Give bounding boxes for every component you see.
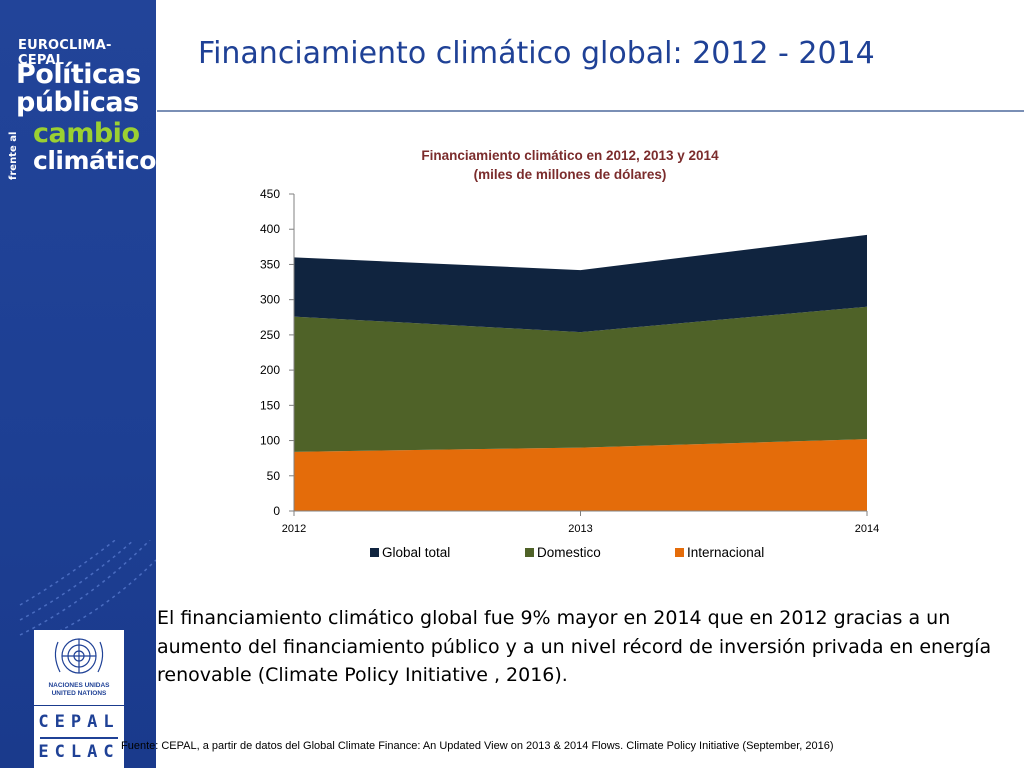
- legend-swatch-domestico: [525, 548, 534, 557]
- x-tick-label: 2013: [568, 523, 592, 535]
- brand-label: EUROCLIMA-CEPAL: [18, 38, 112, 68]
- y-tick-label: 50: [267, 469, 281, 483]
- title-divider: [157, 110, 1024, 112]
- legend-label-global-total: Global total: [382, 545, 450, 560]
- decorative-dotted-arcs-icon: [19, 540, 156, 640]
- page-title: Financiamiento climático global: 2012 - …: [198, 36, 875, 71]
- sidebar-vertical-text: frente al: [8, 131, 19, 180]
- x-tick-label: 2014: [855, 523, 879, 535]
- sidebar: EUROCLIMA-CEPAL Políticas públicas frent…: [0, 0, 156, 768]
- un-emblem-icon: [54, 638, 104, 674]
- body-paragraph: El financiamiento climático global fue 9…: [157, 607, 992, 686]
- area-series-internacional: [294, 439, 867, 511]
- y-tick-label: 350: [260, 257, 280, 271]
- cepal-logo: CEPAL ECLAC: [34, 706, 124, 768]
- area-series-domestico: [294, 306, 867, 452]
- legend-swatch-global-total: [370, 548, 379, 557]
- y-tick-label: 200: [260, 363, 280, 377]
- y-tick-label: 300: [260, 293, 280, 307]
- source-note: Fuente: CEPAL, a partir de datos del Glo…: [121, 740, 834, 752]
- cepal-label: CEPAL: [38, 712, 120, 732]
- chart-title-main: Financiamiento climático en 2012, 2013 y…: [421, 148, 719, 163]
- x-tick-label: 2012: [282, 523, 306, 535]
- cepal-divider: [40, 737, 118, 739]
- chart-subtitle: (miles de millones de dólares): [473, 167, 667, 182]
- y-tick-label: 100: [260, 434, 280, 448]
- un-logo-text: NACIONES UNIDAS UNITED NATIONS: [48, 682, 110, 697]
- y-tick-label: 450: [260, 187, 280, 201]
- eclac-label: ECLAC: [38, 742, 120, 762]
- legend-label-domestico: Domestico: [537, 545, 601, 560]
- sidebar-cambio: cambio: [33, 118, 140, 149]
- y-tick-label: 0: [273, 504, 280, 518]
- legend-swatch-internacional: [675, 548, 684, 557]
- sidebar-climatico: climático: [33, 146, 156, 175]
- area-series-global-total: [294, 234, 867, 333]
- chart-title: Financiamiento climático en 2012, 2013 y…: [370, 146, 770, 184]
- un-logo: NACIONES UNIDAS UNITED NATIONS: [34, 630, 124, 705]
- y-tick-label: 250: [260, 328, 280, 342]
- legend-label-internacional: Internacional: [687, 545, 764, 560]
- y-tick-label: 400: [260, 222, 280, 236]
- y-tick-label: 150: [260, 398, 280, 412]
- sidebar-title-line2: públicas: [16, 87, 139, 118]
- sidebar-title-line1: Políticas: [16, 59, 141, 90]
